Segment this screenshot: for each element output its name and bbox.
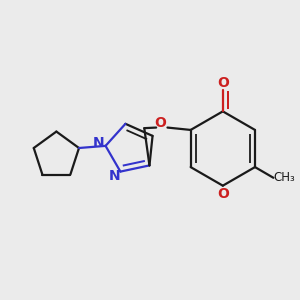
Text: O: O — [154, 116, 166, 130]
Text: CH₃: CH₃ — [274, 171, 296, 184]
Text: N: N — [109, 169, 121, 183]
Text: N: N — [93, 136, 105, 151]
Text: O: O — [217, 76, 229, 90]
Text: O: O — [217, 187, 229, 201]
